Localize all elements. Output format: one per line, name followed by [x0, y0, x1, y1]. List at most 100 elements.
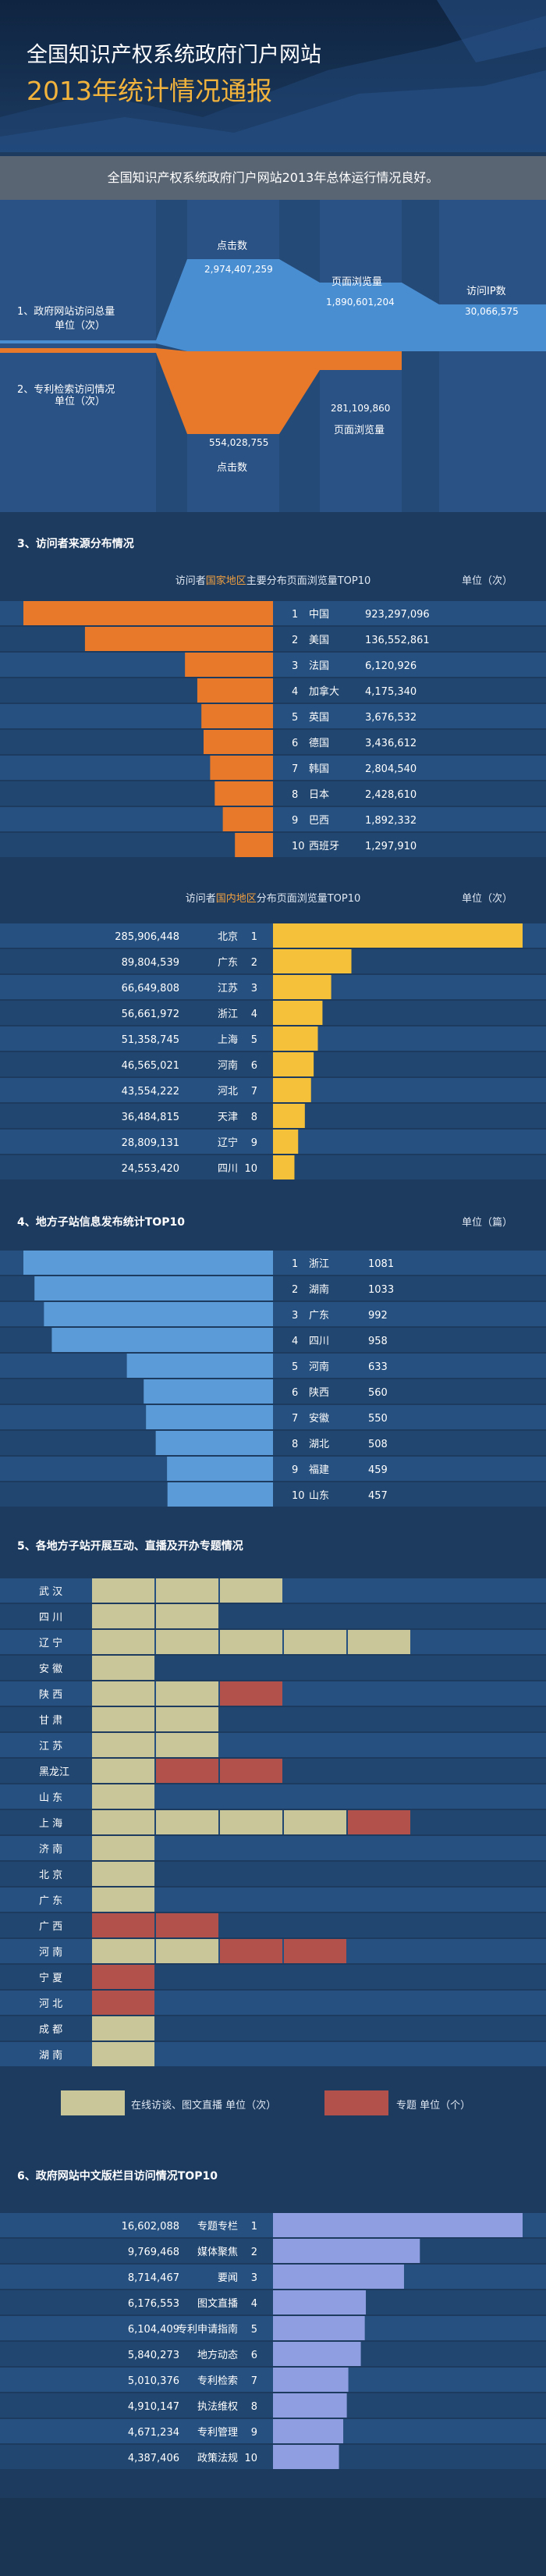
category-label: 江苏	[218, 982, 238, 994]
bar	[273, 1104, 305, 1128]
section3-title: 3、访问者来源分布情况	[17, 538, 134, 550]
rank-label: 1	[292, 1258, 298, 1270]
value-label: 2,804,540	[365, 763, 417, 775]
category-label: 专利检索	[197, 2375, 238, 2387]
footer-bg	[0, 2498, 546, 2576]
region-label: 宁 夏	[39, 1972, 62, 1984]
rank-label: 3	[292, 660, 298, 672]
row-band	[0, 1784, 546, 1809]
rank-label: 1	[292, 609, 298, 621]
category-label: 广东	[309, 1310, 329, 1322]
legend-beige-swatch	[61, 2090, 125, 2115]
bar	[273, 1052, 314, 1076]
bar	[23, 1251, 273, 1275]
rank-label: 5	[251, 2324, 257, 2336]
subtitle-pre: 访问者	[185, 893, 216, 905]
value-label: 43,554,222	[122, 1086, 179, 1098]
category-label: 河南	[218, 1059, 238, 1072]
category-label: 河北	[218, 1086, 238, 1098]
interview-cell	[156, 1733, 218, 1757]
interview-cell	[156, 1707, 218, 1731]
value-label: 1081	[368, 1258, 394, 1270]
category-label: 湖南	[309, 1283, 329, 1296]
row-band	[0, 2042, 546, 2066]
topic-cell	[156, 1759, 218, 1783]
bar	[34, 1276, 273, 1300]
rank-label: 7	[251, 1086, 257, 1098]
bar	[167, 1482, 273, 1507]
rank-label: 5	[251, 1034, 257, 1046]
row-band	[0, 1913, 546, 1937]
rank-label: 7	[292, 1413, 298, 1425]
bar	[235, 833, 273, 857]
ip-top-value: 30,066,575	[465, 306, 519, 317]
bar	[273, 1078, 311, 1102]
category-label: 福建	[309, 1464, 329, 1476]
ip-top-label: 访问IP数	[466, 286, 506, 297]
row-band	[0, 1733, 546, 1757]
row-band	[0, 1965, 546, 1989]
category-label: 天津	[218, 1112, 238, 1123]
category-label: 法国	[309, 660, 329, 672]
flow-chart	[0, 200, 546, 512]
rank-label: 4	[251, 2298, 257, 2310]
category-label: 巴西	[309, 815, 329, 827]
bar	[273, 1130, 299, 1154]
bar	[273, 2393, 347, 2418]
bar	[273, 2342, 361, 2366]
clicks-bottom-value: 554,028,755	[209, 437, 269, 448]
interview-cell	[220, 1578, 282, 1603]
header-decoration	[0, 0, 546, 152]
category-label: 四川	[309, 1336, 329, 1347]
value-label: 3,676,532	[365, 712, 417, 724]
summary-bar	[0, 156, 546, 200]
category-label: 专利管理	[197, 2427, 238, 2439]
category-label: 四川	[218, 1163, 238, 1175]
bar	[273, 1155, 295, 1179]
interview-cell	[92, 1733, 154, 1757]
row-band	[0, 1862, 546, 1886]
section4-title: 4、地方子站信息发布统计TOP10	[17, 1216, 185, 1229]
legend-beige-text: 在线访谈、图文直播 单位（次）	[131, 2100, 277, 2112]
country-bar-chart: 1 中国 923,297,096 2 美国 136,552,861 3 法国 6,120,926…	[0, 601, 546, 857]
category-label: 浙江	[309, 1258, 329, 1270]
rank-label: 8	[292, 789, 298, 801]
section6-title: 6、政府网站中文版栏目访问情况TOP10	[17, 2170, 218, 2183]
bar	[273, 2265, 404, 2289]
bar	[44, 1302, 273, 1326]
visits-unit: 单位（次）	[55, 320, 106, 332]
interview-cell	[92, 1862, 154, 1886]
column-bar-chart: 16,602,088 专题专栏 1 9,769,468 媒体聚焦 2 8,714,467 要闻…	[0, 2213, 546, 2469]
flow-band	[402, 200, 439, 512]
bar	[273, 923, 523, 948]
interview-cell	[92, 1604, 154, 1628]
patent-unit: 单位（次）	[55, 396, 106, 407]
domestic-chart-subtitle: 访问者国内地区分布页面浏览量TOP10	[0, 890, 546, 905]
interview-cell	[92, 1888, 154, 1912]
value-label: 46,565,021	[122, 1060, 179, 1072]
rank-label: 8	[292, 1439, 298, 1450]
category-label: 媒体聚焦	[197, 2247, 238, 2258]
value-label: 560	[368, 1387, 388, 1399]
value-label: 992	[368, 1310, 388, 1322]
category-label: 安徽	[309, 1413, 329, 1425]
rank-label: 8	[251, 1112, 257, 1123]
value-label: 958	[368, 1336, 388, 1347]
category-label: 西班牙	[309, 841, 339, 852]
rank-label: 10	[292, 1490, 305, 1502]
pv-top-label: 页面浏览量	[332, 276, 383, 288]
bar	[273, 2368, 349, 2392]
region-label: 安 徽	[39, 1663, 62, 1675]
interview-cell	[92, 1759, 154, 1783]
category-label: 地方动态	[197, 2349, 238, 2361]
region-label: 北 京	[39, 1870, 62, 1881]
interview-cell	[92, 1810, 154, 1834]
region-label: 黑龙江	[39, 1767, 69, 1778]
interview-cell	[92, 1630, 154, 1654]
rank-label: 1	[251, 931, 257, 943]
bar	[273, 1026, 318, 1051]
rank-label: 9	[292, 1464, 298, 1476]
region-label: 河 南	[39, 1946, 62, 1959]
value-label: 4,910,147	[128, 2401, 179, 2413]
